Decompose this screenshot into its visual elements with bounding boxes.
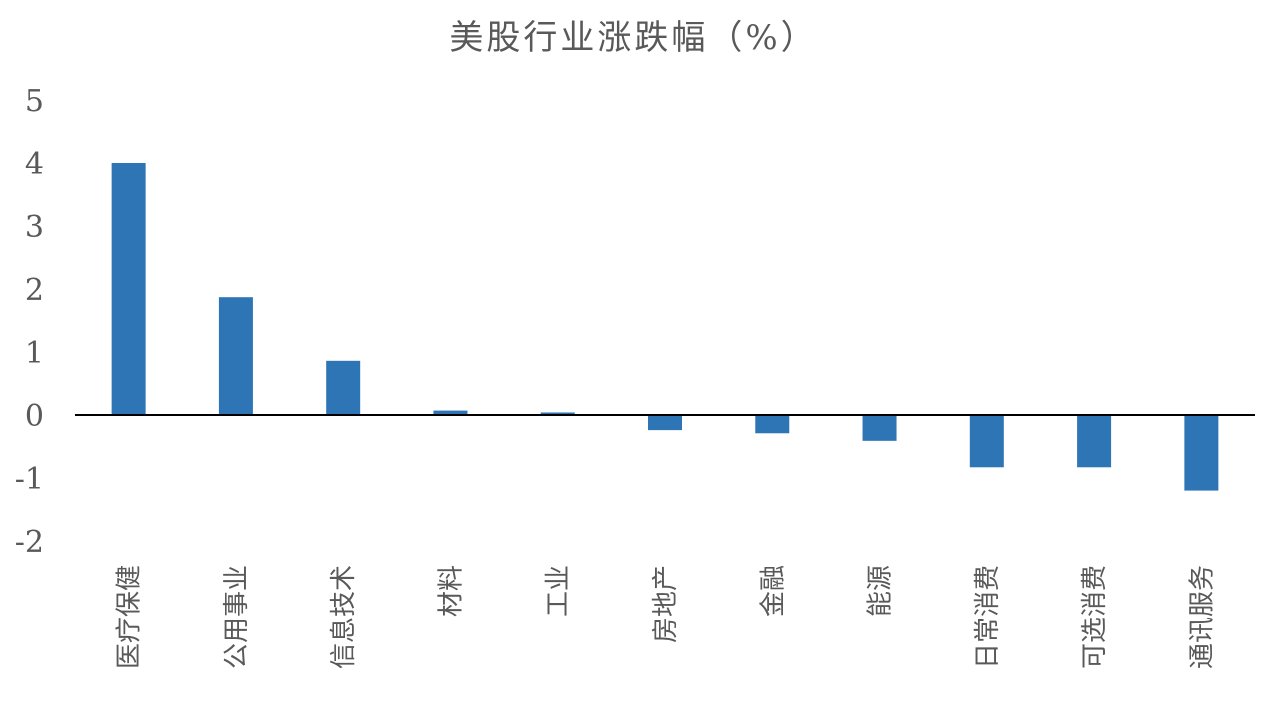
bar <box>1077 415 1112 468</box>
bar <box>111 163 146 415</box>
x-category-label: 房地产 <box>651 565 681 643</box>
y-tick-label: 5 <box>25 84 44 119</box>
bar <box>969 415 1004 468</box>
y-tick-label: 2 <box>25 273 44 308</box>
bar <box>540 412 575 415</box>
y-tick-label: 1 <box>25 336 44 371</box>
x-category-label: 材料 <box>436 565 466 617</box>
y-tick-label: -2 <box>15 525 44 560</box>
x-category-label: 公用事业 <box>222 565 252 669</box>
y-tick-label: 4 <box>25 147 44 182</box>
x-category-label: 日常消费 <box>973 565 1003 669</box>
bar <box>755 415 790 434</box>
chart-title: 美股行业涨跌幅（%） <box>449 18 818 58</box>
bar <box>862 415 897 441</box>
x-category-label: 医疗保健 <box>115 565 145 669</box>
x-category-label: 通讯服务 <box>1187 565 1217 669</box>
bar <box>1184 415 1219 491</box>
bar <box>218 297 253 415</box>
bar <box>433 410 468 415</box>
y-tick-label: -1 <box>15 462 44 497</box>
x-category-label: 金融 <box>758 565 788 617</box>
bar <box>326 360 361 415</box>
y-tick-label: 3 <box>25 210 44 245</box>
x-category-label: 可选消费 <box>1080 565 1110 669</box>
bar <box>648 415 682 431</box>
x-category-label: 工业 <box>544 565 574 617</box>
x-category-label: 信息技术 <box>329 565 359 669</box>
y-tick-label: 0 <box>25 399 44 434</box>
x-category-label: 能源 <box>866 565 896 617</box>
